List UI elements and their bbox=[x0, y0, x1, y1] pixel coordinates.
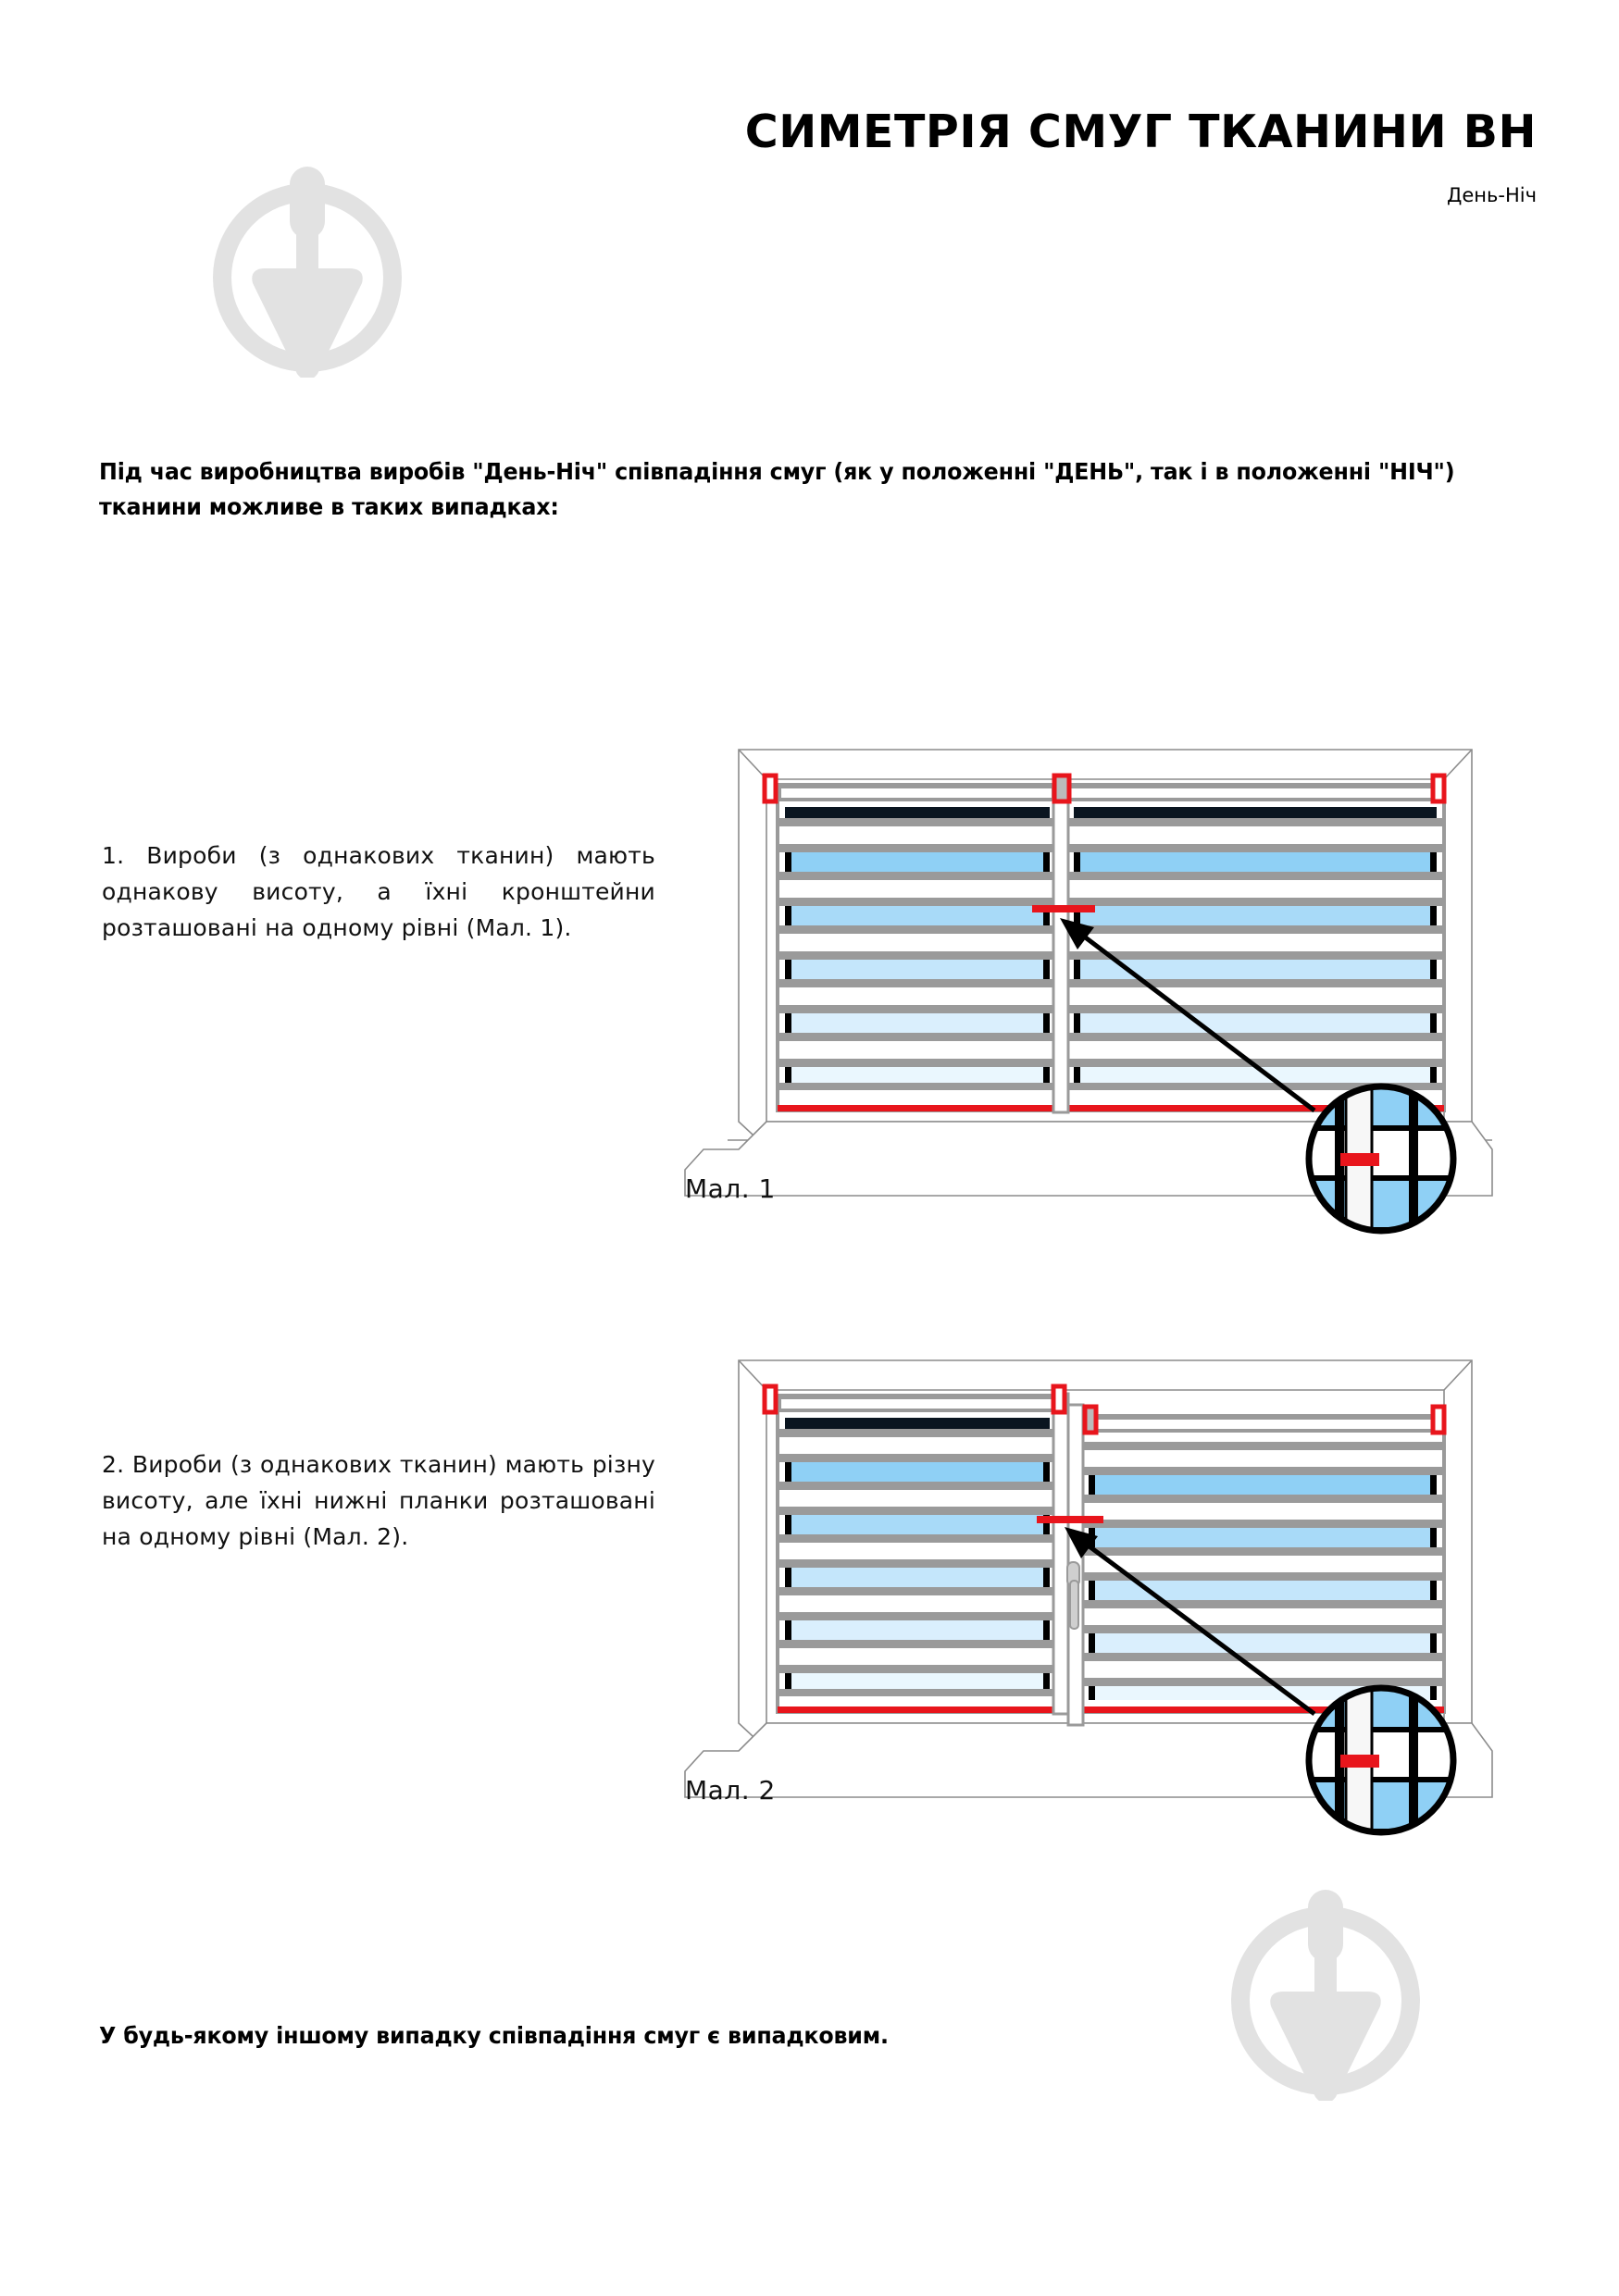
magnifier-detail-circle bbox=[1305, 1083, 1457, 1235]
blind-panel-left bbox=[776, 783, 1057, 1112]
figure-2-caption: Мал. 2 bbox=[685, 1775, 776, 1806]
bottom-rail-right bbox=[1065, 1105, 1444, 1111]
fabric-rows-left bbox=[779, 1418, 1053, 1707]
bracket-markers bbox=[762, 1384, 1447, 1435]
item-1-paragraph: 1. Вироби (з однакових тканин) мають одн… bbox=[102, 842, 655, 941]
window-sill bbox=[684, 1722, 1493, 1798]
mullion bbox=[1052, 781, 1070, 1114]
bracket-markers bbox=[762, 773, 1447, 804]
blind-panel-left bbox=[776, 1394, 1057, 1714]
window-handle-icon bbox=[1066, 1561, 1080, 1630]
alignment-mark bbox=[1032, 905, 1095, 912]
arrow-pointer-icon bbox=[1065, 1527, 1316, 1717]
intro-paragraph: Під час виробництва виробів "День-Ніч" с… bbox=[99, 457, 1455, 521]
bottom-rail-right bbox=[1081, 1706, 1444, 1713]
item-2-paragraph: 2. Вироби (з однакових тканин) мають різ… bbox=[102, 1451, 655, 1550]
watermark-logo-bottom bbox=[1227, 1888, 1426, 2104]
blind-panel-right bbox=[1079, 1414, 1446, 1714]
fabric-rows-right bbox=[1083, 1442, 1442, 1700]
fabric-rows-left bbox=[779, 807, 1053, 1104]
bottom-rail-left bbox=[778, 1706, 1057, 1713]
window-sill bbox=[684, 1121, 1493, 1197]
plumb-bob-in-circle-icon bbox=[1231, 1890, 1420, 2104]
figure-1-window-equal-height bbox=[666, 722, 1500, 1235]
mullion bbox=[1052, 1392, 1085, 1727]
bottom-rail-left bbox=[778, 1105, 1057, 1111]
page-title: СИМЕТРІЯ СМУГ ТКАНИНИ ВН bbox=[744, 105, 1537, 158]
magnifier-detail-circle bbox=[1305, 1684, 1457, 1836]
page-subtitle: День-Ніч bbox=[1446, 184, 1537, 206]
arrow-pointer-icon bbox=[1060, 918, 1316, 1112]
alignment-mark bbox=[1037, 1516, 1103, 1523]
footer-note: У будь-якому іншому випадку співпадіння … bbox=[99, 2021, 889, 2049]
blind-panel-right bbox=[1065, 783, 1446, 1112]
document-header: СИМЕТРІЯ СМУГ ТКАНИНИ ВН День-Ніч bbox=[0, 109, 1537, 206]
figure-1-caption: Мал. 1 bbox=[685, 1173, 776, 1204]
figure-2-window-different-height bbox=[666, 1323, 1500, 1836]
fabric-rows-right bbox=[1068, 807, 1442, 1104]
